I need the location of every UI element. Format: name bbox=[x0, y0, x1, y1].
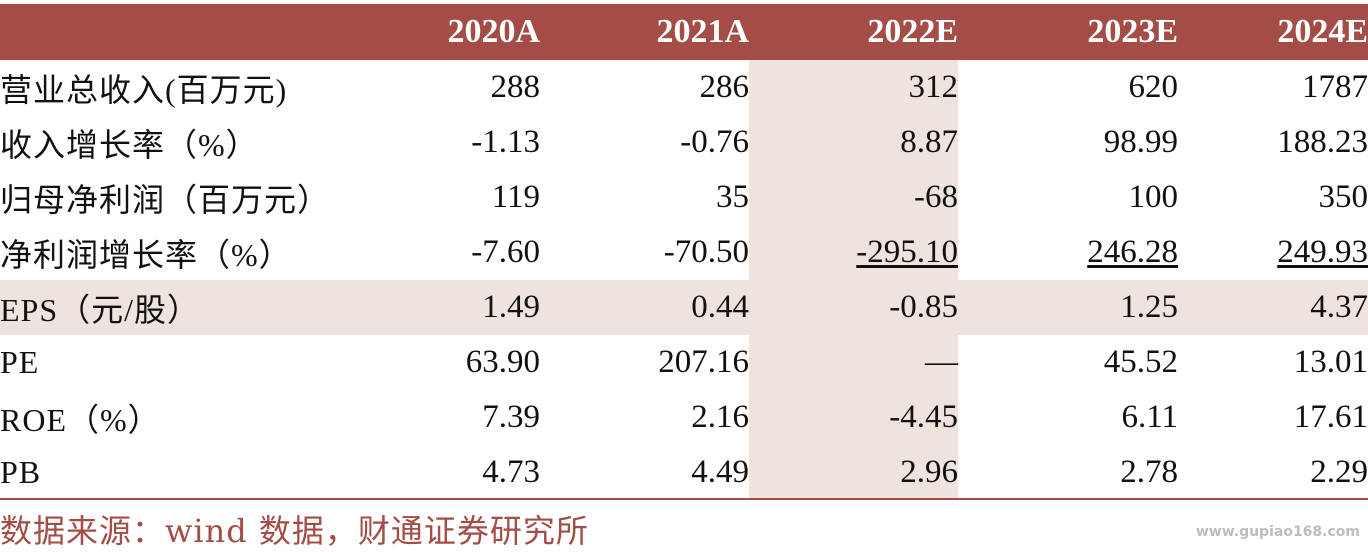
row-label: 收入增长率（%） bbox=[0, 126, 259, 163]
underlined-value: 246.28 bbox=[1087, 234, 1178, 270]
table-cell: 2.96 bbox=[749, 445, 958, 500]
table-cell: 4.73 bbox=[482, 454, 540, 490]
table-row-eps: EPS（元/股） 1.49 0.44 -0.85 1.25 4.37 bbox=[0, 280, 1368, 335]
header-2020a: 2020A bbox=[447, 13, 540, 50]
header-label-cell bbox=[0, 4, 340, 60]
table-cell: 620 bbox=[1128, 69, 1179, 105]
table-cell: 45.52 bbox=[1103, 344, 1178, 380]
header-2022e: 2022E bbox=[867, 13, 958, 50]
header-2023e: 2023E bbox=[1087, 13, 1178, 50]
row-label: EPS（元/股） bbox=[0, 291, 201, 328]
underlined-value: 249.93 bbox=[1277, 234, 1368, 270]
table-cell: -70.50 bbox=[663, 234, 749, 270]
table-cell: 17.61 bbox=[1293, 399, 1368, 435]
table-header-row: 2020A 2021A 2022E 2023E 2024E bbox=[0, 4, 1368, 60]
table-cell: 6.11 bbox=[1121, 399, 1178, 435]
table-bottom-rule bbox=[0, 498, 1368, 500]
table-cell: 0.44 bbox=[691, 289, 749, 325]
table-cell: -4.45 bbox=[749, 390, 958, 445]
table-cell: 2.78 bbox=[1120, 454, 1178, 490]
header-2024e: 2024E bbox=[1277, 13, 1368, 50]
table-cell: -295.10 bbox=[749, 225, 958, 280]
table-cell: 188.23 bbox=[1277, 124, 1368, 160]
table-cell: 35 bbox=[716, 179, 749, 215]
table-cell: 7.39 bbox=[482, 399, 540, 435]
table-cell: — bbox=[749, 335, 958, 390]
table-cell: -0.85 bbox=[889, 289, 958, 325]
row-label: PB bbox=[0, 454, 42, 490]
financial-forecast-table: 2020A 2021A 2022E 2023E 2024E 营业总收入(百万元)… bbox=[0, 4, 1368, 500]
row-label: 营业总收入(百万元) bbox=[0, 71, 288, 108]
table-row-revenue-growth: 收入增长率（%） -1.13 -0.76 8.87 98.99 188.23 bbox=[0, 115, 1368, 170]
watermark: www.gupiao168.com bbox=[1195, 524, 1360, 540]
table-cell: 4.49 bbox=[691, 454, 749, 490]
underlined-value: -295.10 bbox=[856, 234, 958, 270]
table-cell: 98.99 bbox=[1103, 124, 1178, 160]
table-cell: 2.16 bbox=[691, 399, 749, 435]
table-cell: 1.49 bbox=[482, 289, 540, 325]
table-row-roe: ROE（%） 7.39 2.16 -4.45 6.11 17.61 bbox=[0, 390, 1368, 445]
source-note: 数据来源：wind 数据，财通证券研究所 bbox=[0, 512, 589, 550]
table-cell: 63.90 bbox=[465, 344, 540, 380]
row-label: PE bbox=[0, 344, 40, 380]
table-cell: 119 bbox=[491, 179, 540, 215]
table-row-pe: PE 63.90 207.16 — 45.52 13.01 bbox=[0, 335, 1368, 390]
table-cell: 4.37 bbox=[1310, 289, 1368, 325]
table-cell: 246.28 bbox=[958, 225, 1178, 280]
table-cell: -68 bbox=[749, 170, 958, 225]
table-cell: 312 bbox=[749, 60, 958, 115]
table-cell: 286 bbox=[699, 69, 750, 105]
row-label: ROE（%） bbox=[0, 401, 161, 438]
table-row-net-profit-growth: 净利润增长率（%） -7.60 -70.50 -295.10 246.28 24… bbox=[0, 225, 1368, 280]
table-cell: 2.29 bbox=[1310, 454, 1368, 490]
table-cell: 1.25 bbox=[1120, 289, 1178, 325]
table-cell: -0.76 bbox=[680, 124, 749, 160]
table-row-net-profit: 归母净利润（百万元） 119 35 -68 100 350 bbox=[0, 170, 1368, 225]
table-cell: 8.87 bbox=[749, 115, 958, 170]
table-cell: 288 bbox=[490, 69, 541, 105]
header-2021a: 2021A bbox=[656, 13, 749, 50]
table-cell: 100 bbox=[1128, 179, 1179, 215]
table-cell: -7.60 bbox=[471, 234, 540, 270]
table-cell: 350 bbox=[1318, 179, 1368, 215]
table-cell: 249.93 bbox=[1178, 225, 1368, 280]
table-row-pb: PB 4.73 4.49 2.96 2.78 2.29 bbox=[0, 445, 1368, 500]
table-cell: -1.13 bbox=[471, 124, 540, 160]
row-label: 净利润增长率（%） bbox=[0, 236, 292, 273]
table-cell: 207.16 bbox=[658, 344, 749, 380]
table-row-revenue: 营业总收入(百万元) 288 286 312 620 1787 bbox=[0, 60, 1368, 115]
table-cell: 13.01 bbox=[1293, 344, 1368, 380]
row-label: 归母净利润（百万元） bbox=[0, 181, 331, 218]
table-cell: 1787 bbox=[1302, 69, 1368, 105]
